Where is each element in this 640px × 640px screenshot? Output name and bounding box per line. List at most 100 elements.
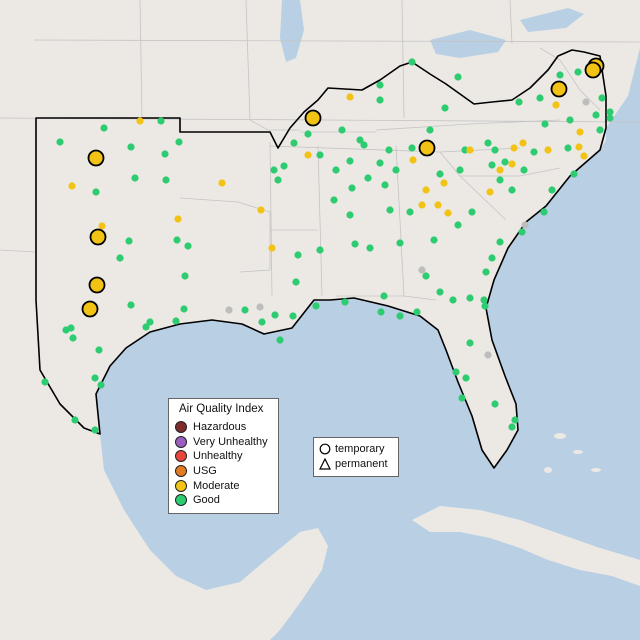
monitor-marker[interactable] (501, 158, 509, 166)
monitor-marker[interactable] (142, 323, 150, 331)
monitor-marker[interactable] (461, 146, 469, 154)
monitor-marker[interactable] (606, 108, 614, 116)
monitor-marker[interactable] (346, 211, 354, 219)
monitor-marker[interactable] (466, 294, 474, 302)
monitor-marker[interactable] (488, 161, 496, 169)
temporary-monitor-marker[interactable] (304, 109, 322, 127)
monitor-marker[interactable] (241, 306, 249, 314)
monitor-marker[interactable] (136, 117, 144, 125)
monitor-marker[interactable] (406, 208, 414, 216)
monitor-marker[interactable] (127, 143, 135, 151)
monitor-marker[interactable] (256, 303, 264, 311)
monitor-marker[interactable] (380, 292, 388, 300)
monitor-marker[interactable] (312, 302, 320, 310)
monitor-marker[interactable] (548, 186, 556, 194)
monitor-marker[interactable] (484, 351, 492, 359)
monitor-marker[interactable] (422, 272, 430, 280)
monitor-marker[interactable] (466, 339, 474, 347)
monitor-marker[interactable] (330, 196, 338, 204)
monitor-marker[interactable] (98, 222, 106, 230)
monitor-marker[interactable] (376, 159, 384, 167)
monitor-marker[interactable] (564, 144, 572, 152)
monitor-marker[interactable] (510, 144, 518, 152)
monitor-marker[interactable] (180, 305, 188, 313)
monitor-marker[interactable] (508, 423, 516, 431)
monitor-marker[interactable] (71, 416, 79, 424)
monitor-marker[interactable] (173, 236, 181, 244)
monitor-marker[interactable] (418, 266, 426, 274)
monitor-marker[interactable] (496, 176, 504, 184)
monitor-marker[interactable] (480, 296, 488, 304)
monitor-marker[interactable] (462, 374, 470, 382)
monitor-marker[interactable] (174, 215, 182, 223)
monitor-marker[interactable] (257, 206, 265, 214)
monitor-marker[interactable] (381, 181, 389, 189)
monitor-marker[interactable] (496, 238, 504, 246)
monitor-marker[interactable] (482, 268, 490, 276)
monitor-marker[interactable] (396, 312, 404, 320)
monitor-marker[interactable] (376, 96, 384, 104)
monitor-marker[interactable] (41, 378, 49, 386)
monitor-marker[interactable] (97, 381, 105, 389)
monitor-marker[interactable] (95, 346, 103, 354)
monitor-marker[interactable] (580, 152, 588, 160)
monitor-marker[interactable] (91, 426, 99, 434)
monitor-marker[interactable] (430, 236, 438, 244)
monitor-marker[interactable] (100, 124, 108, 132)
monitor-marker[interactable] (92, 188, 100, 196)
monitor-marker[interactable] (346, 157, 354, 165)
monitor-marker[interactable] (69, 334, 77, 342)
monitor-marker[interactable] (413, 308, 421, 316)
monitor-marker[interactable] (146, 318, 154, 326)
monitor-marker[interactable] (392, 166, 400, 174)
temporary-monitor-marker[interactable] (418, 139, 436, 157)
monitor-marker[interactable] (376, 81, 384, 89)
monitor-marker[interactable] (570, 170, 578, 178)
temporary-monitor-marker[interactable] (87, 149, 105, 167)
monitor-marker[interactable] (606, 114, 614, 122)
monitor-marker[interactable] (316, 151, 324, 159)
monitor-marker[interactable] (481, 302, 489, 310)
monitor-marker[interactable] (172, 317, 180, 325)
monitor-marker[interactable] (530, 148, 538, 156)
monitor-marker[interactable] (496, 166, 504, 174)
monitor-marker[interactable] (521, 221, 529, 229)
monitor-marker[interactable] (304, 151, 312, 159)
monitor-marker[interactable] (181, 272, 189, 280)
monitor-marker[interactable] (258, 318, 266, 326)
monitor-marker[interactable] (408, 144, 416, 152)
monitor-marker[interactable] (596, 126, 604, 134)
monitor-marker[interactable] (515, 98, 523, 106)
monitor-marker[interactable] (544, 146, 552, 154)
monitor-marker[interactable] (292, 278, 300, 286)
monitor-marker[interactable] (125, 237, 133, 245)
monitor-marker[interactable] (127, 301, 135, 309)
monitor-marker[interactable] (377, 308, 385, 316)
monitor-marker[interactable] (440, 179, 448, 187)
monitor-marker[interactable] (508, 186, 516, 194)
temporary-monitor-marker[interactable] (584, 61, 602, 79)
monitor-marker[interactable] (304, 130, 312, 138)
monitor-marker[interactable] (271, 311, 279, 319)
monitor-marker[interactable] (454, 73, 462, 81)
monitor-marker[interactable] (508, 160, 516, 168)
monitor-marker[interactable] (408, 58, 416, 66)
monitor-marker[interactable] (348, 184, 356, 192)
monitor-marker[interactable] (346, 93, 354, 101)
monitor-marker[interactable] (519, 139, 527, 147)
monitor-marker[interactable] (289, 312, 297, 320)
monitor-marker[interactable] (68, 182, 76, 190)
monitor-marker[interactable] (598, 94, 606, 102)
monitor-marker[interactable] (161, 150, 169, 158)
monitor-marker[interactable] (541, 120, 549, 128)
monitor-marker[interactable] (276, 336, 284, 344)
monitor-marker[interactable] (484, 139, 492, 147)
monitor-marker[interactable] (582, 98, 590, 106)
monitor-marker[interactable] (452, 368, 460, 376)
monitor-marker[interactable] (218, 179, 226, 187)
temporary-monitor-marker[interactable] (81, 300, 99, 318)
monitor-marker[interactable] (468, 208, 476, 216)
monitor-marker[interactable] (366, 244, 374, 252)
monitor-marker[interactable] (444, 209, 452, 217)
monitor-marker[interactable] (486, 188, 494, 196)
